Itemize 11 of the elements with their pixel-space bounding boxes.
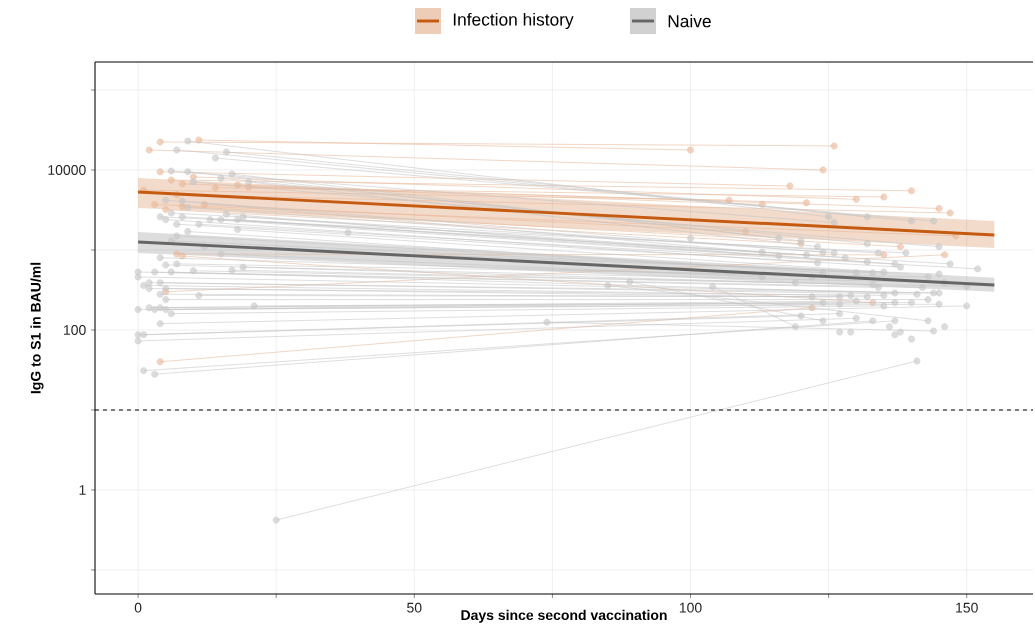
y-tick-label: 10000 [48,165,86,175]
x-tick-label: 100 [679,602,702,613]
legend-label: Infection history [453,12,574,30]
x-axis-title: Days since second vaccination [461,609,667,623]
y-axis-title: IgG to S1 in BAU/ml [30,262,44,394]
legend-label: Naive [668,14,711,28]
x-tick-label: 50 [407,602,422,613]
x-tick-label: 150 [956,602,978,613]
y-tick-label: 1 [79,485,86,495]
y-tick-label: 100 [64,325,86,335]
x-tick-label: 0 [134,602,142,613]
